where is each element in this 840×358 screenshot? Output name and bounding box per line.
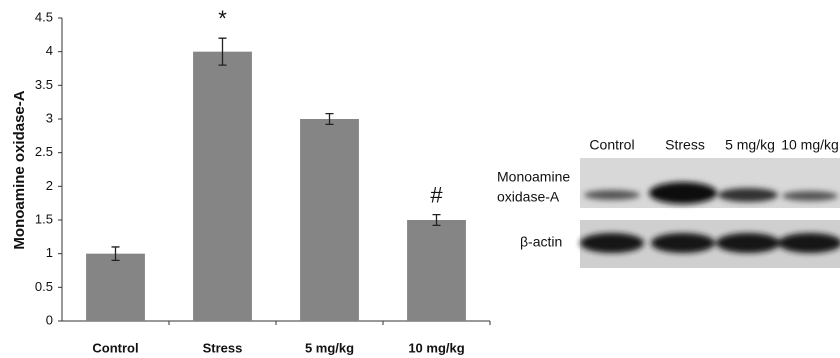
significance-label: # (430, 182, 443, 207)
y-tick-label: 4.5 (35, 9, 53, 24)
y-tick-label: 3.5 (35, 77, 53, 92)
bar (300, 119, 359, 321)
y-tick-label: 1.5 (35, 211, 53, 226)
y-tick-label: 2.5 (35, 144, 53, 159)
blot-column-label: 5 mg/kg (725, 137, 775, 153)
blot-row-label: Monoamine (497, 169, 570, 185)
blot-column-label: Control (589, 137, 634, 153)
x-tick-label: Stress (203, 340, 243, 355)
bar (407, 220, 466, 321)
x-tick-label: 10 mg/kg (408, 340, 464, 355)
y-tick-label: 0 (46, 312, 53, 327)
bar (193, 52, 252, 321)
x-tick-label: 5 mg/kg (305, 340, 354, 355)
blot-column-label: 10 mg/kg (781, 137, 839, 153)
significance-label: * (218, 6, 227, 31)
western-blot: Control Stress 5 mg/kg 10 mg/kg Monoamin… (497, 137, 840, 268)
figure: Monoamine oxidase-A Control Stress 5 mg/… (0, 0, 840, 358)
band (580, 233, 644, 253)
x-tick-label: Control (92, 340, 138, 355)
band (718, 188, 778, 202)
blot-row-label: oxidase-A (497, 189, 560, 205)
band (584, 190, 640, 200)
band (782, 191, 838, 201)
y-tick-label: 3 (46, 110, 53, 125)
blot-column-label: Stress (665, 137, 705, 153)
y-tick-label: 2 (46, 178, 53, 193)
y-tick-label: 4 (46, 43, 53, 58)
y-axis-label: Monoamine oxidase-A (11, 90, 28, 249)
y-tick-label: 1 (46, 245, 53, 260)
band (649, 182, 717, 204)
bar (86, 254, 145, 321)
band (651, 233, 715, 253)
band (778, 233, 840, 253)
blot-row-label: β-actin (520, 234, 562, 250)
y-tick-label: 0.5 (35, 279, 53, 294)
band (716, 233, 780, 253)
